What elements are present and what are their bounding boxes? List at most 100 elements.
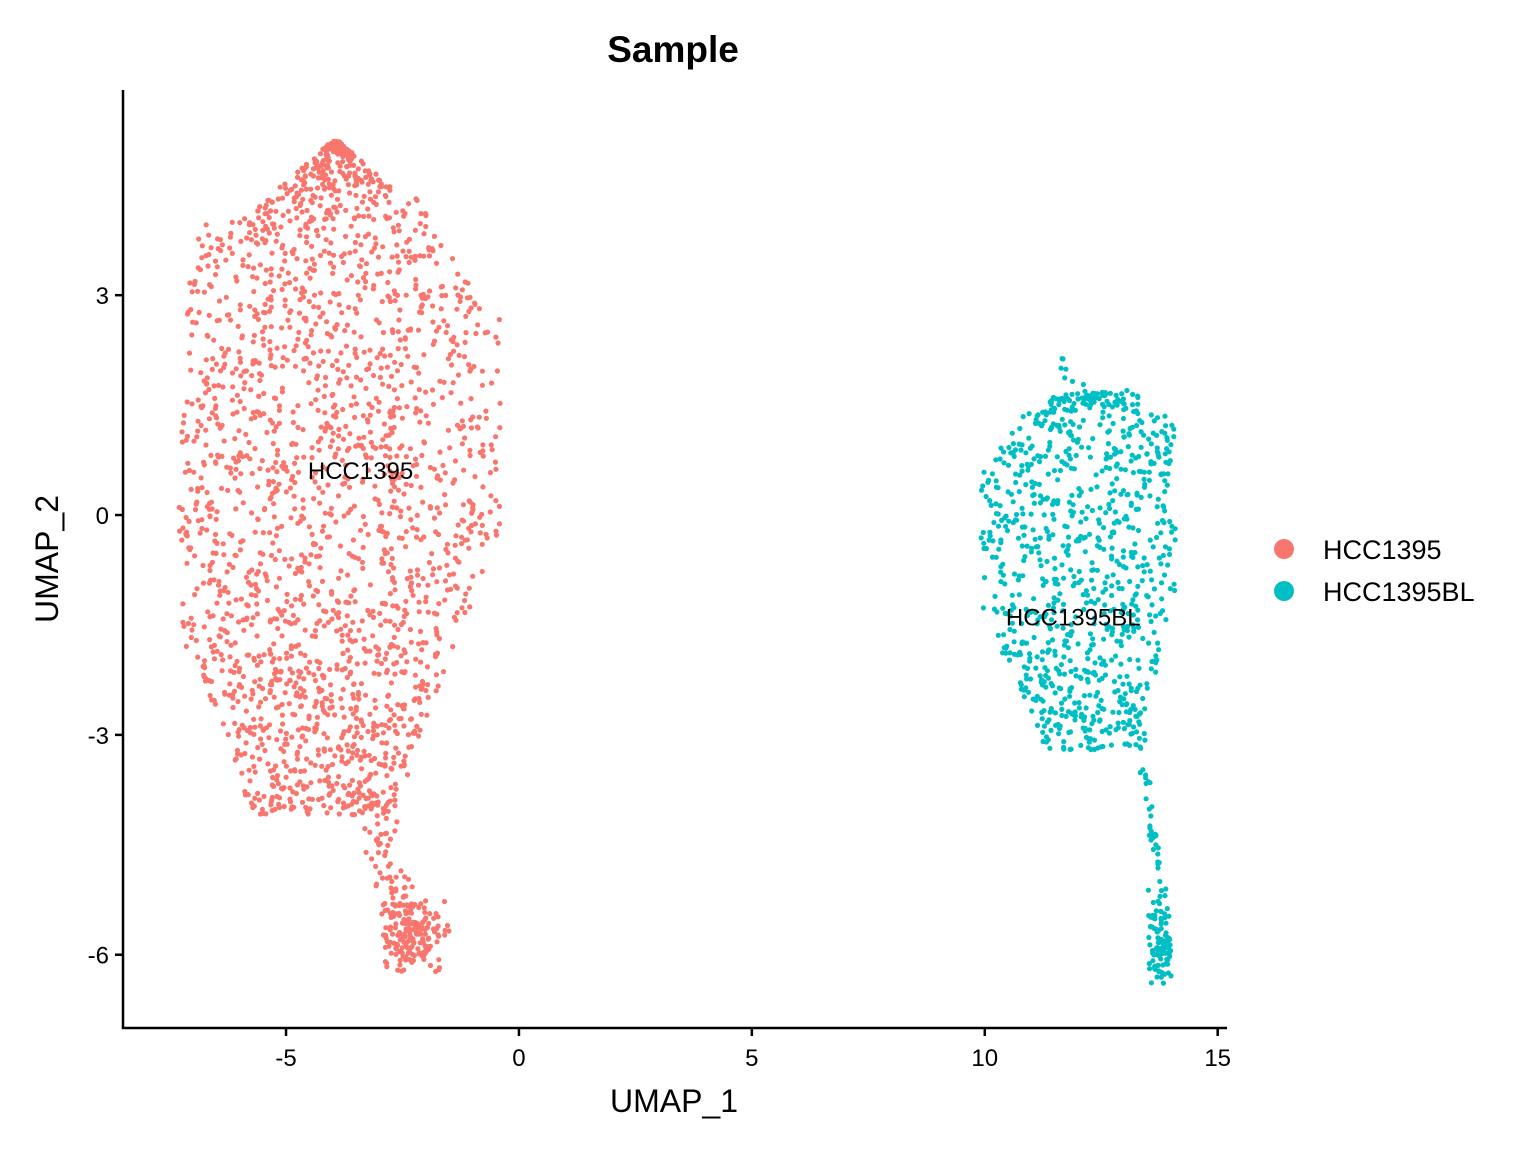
data-point	[306, 583, 313, 589]
data-point	[395, 259, 402, 265]
data-point	[1024, 676, 1030, 682]
data-point	[253, 232, 259, 238]
data-point	[407, 626, 413, 633]
data-point	[380, 346, 386, 352]
data-point	[436, 324, 442, 330]
data-point	[221, 438, 227, 444]
data-point	[1086, 445, 1092, 451]
data-point	[483, 531, 489, 537]
data-point	[1033, 610, 1039, 616]
data-point	[191, 469, 197, 475]
data-point	[321, 225, 327, 231]
data-point	[222, 350, 228, 356]
data-point	[1053, 722, 1059, 728]
data-point	[1172, 537, 1178, 543]
data-point	[1096, 520, 1102, 526]
data-point	[313, 165, 319, 171]
data-point	[345, 510, 351, 516]
data-point	[352, 173, 359, 179]
data-point	[361, 636, 367, 642]
data-point	[324, 330, 330, 337]
data-point	[399, 470, 405, 476]
data-point	[1144, 562, 1150, 568]
data-point	[1057, 591, 1063, 597]
data-point	[1150, 544, 1156, 550]
data-point	[238, 539, 244, 545]
data-point	[405, 732, 411, 738]
data-point	[213, 361, 220, 367]
data-point	[1095, 745, 1101, 751]
data-point	[1155, 453, 1161, 459]
data-point	[283, 763, 289, 769]
data-point	[1081, 693, 1087, 699]
data-point	[429, 387, 436, 393]
data-point	[412, 257, 418, 263]
data-point	[386, 725, 392, 731]
data-point	[214, 264, 220, 270]
data-point	[1113, 463, 1119, 469]
data-point	[214, 648, 220, 654]
data-point	[1114, 449, 1120, 455]
data-point	[391, 661, 397, 667]
data-point	[356, 780, 362, 786]
data-point	[406, 505, 412, 511]
data-point	[262, 240, 268, 246]
data-point	[1019, 463, 1025, 469]
data-point	[283, 774, 289, 780]
data-point	[1139, 419, 1145, 426]
data-point	[401, 758, 407, 764]
data-point	[271, 656, 277, 662]
data-point	[317, 151, 324, 157]
data-point	[423, 599, 429, 605]
data-point	[1054, 623, 1060, 629]
data-point	[1090, 670, 1096, 676]
data-point	[196, 236, 202, 242]
data-point	[1065, 645, 1071, 651]
data-point	[462, 435, 468, 441]
data-point	[267, 647, 273, 653]
data-point	[398, 653, 404, 659]
data-point	[420, 499, 426, 505]
data-point	[296, 329, 302, 335]
data-point	[304, 756, 310, 762]
data-point	[1165, 961, 1171, 967]
data-point	[203, 222, 209, 228]
data-point	[421, 253, 427, 259]
data-point	[312, 194, 318, 200]
data-point	[1019, 543, 1025, 549]
data-point	[327, 682, 334, 688]
data-point	[1125, 444, 1131, 450]
data-point	[459, 287, 465, 293]
data-point	[1151, 418, 1157, 424]
data-point	[442, 578, 449, 584]
data-point	[349, 755, 355, 761]
data-point	[475, 425, 481, 431]
data-point	[431, 915, 437, 921]
data-point	[1142, 481, 1148, 487]
data-point	[1116, 585, 1122, 592]
data-point	[186, 467, 192, 473]
data-point	[258, 716, 264, 722]
data-point	[1131, 724, 1137, 730]
data-point	[388, 785, 394, 791]
data-point	[419, 925, 425, 931]
data-point	[459, 541, 465, 547]
data-point	[389, 327, 395, 333]
data-point	[276, 273, 282, 279]
data-point	[252, 679, 258, 685]
data-point	[262, 301, 268, 307]
data-point	[1076, 424, 1083, 430]
data-point	[227, 531, 233, 537]
data-point	[321, 623, 327, 629]
data-point	[360, 792, 366, 798]
data-point	[412, 253, 418, 259]
data-point	[382, 600, 388, 606]
data-point	[321, 675, 327, 681]
data-point	[388, 408, 394, 414]
data-point	[299, 290, 305, 296]
data-point	[394, 505, 400, 511]
data-point	[284, 655, 290, 661]
data-point	[288, 515, 294, 521]
data-point	[403, 544, 409, 550]
